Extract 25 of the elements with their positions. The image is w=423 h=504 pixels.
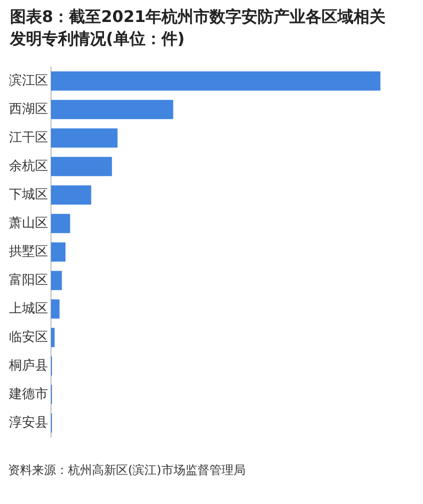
bar [51, 214, 70, 234]
y-tick-label: 上城区 [9, 301, 48, 316]
bar [51, 185, 92, 205]
y-tick-label: 江干区 [9, 130, 48, 146]
y-tick-label: 滨江区 [9, 72, 48, 88]
bar [51, 156, 112, 176]
bar [51, 242, 66, 262]
y-tick-label: 淳安县 [9, 414, 48, 430]
y-tick-label: 桐庐县 [8, 357, 48, 374]
y-tick-label: 西湖区 [9, 102, 48, 117]
y-tick-label: 临安区 [9, 328, 48, 345]
y-tick-label: 萧山区 [9, 216, 48, 231]
bar [51, 71, 380, 91]
y-tick-label: 富阳区 [9, 272, 48, 288]
bar [51, 328, 55, 348]
y-tick-label: 建德市 [8, 386, 48, 402]
y-tick-label: 下城区 [9, 187, 48, 202]
chart-title: 图表8：截至2021年杭州市数字安防产业各区域相关发明专利情况(单位：件) [10, 6, 387, 50]
bar [51, 128, 118, 148]
text: 资料来源：杭州高新区(滨江)市场监督管理局 [8, 462, 246, 479]
bar [51, 299, 60, 319]
y-tick-label: 拱墅区 [9, 244, 48, 260]
bar [51, 270, 62, 290]
y-tick-label: 余杭区 [9, 158, 48, 174]
bar [51, 100, 174, 120]
